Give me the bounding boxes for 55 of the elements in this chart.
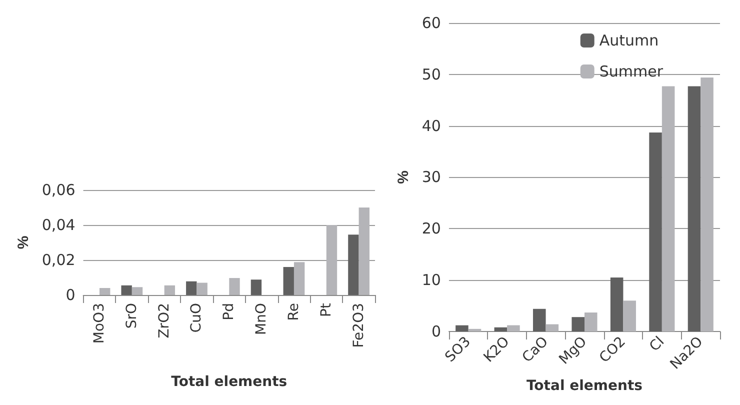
y-tick-label: 50 [422,65,441,84]
x-tick-label: MnO [254,303,270,335]
y-tick-label: 30 [422,168,441,186]
y-tick-label: 40 [422,116,441,135]
bar [546,324,559,332]
y-tick-label: 0 [431,322,441,340]
bar [456,325,468,332]
bar [250,280,262,295]
x-tick-label: Pt [318,302,334,317]
x-tick-label: CuO [188,303,205,333]
y-axis-title: % [395,170,412,184]
x-tick-label: SrO [124,303,140,329]
bar [283,267,294,295]
x-tick-label: CaO [519,334,552,366]
x-tick-label: MoO3 [92,303,108,344]
bar [468,328,482,332]
y-tick-label: 20 [422,220,441,238]
bar [533,308,546,332]
bar [572,317,584,332]
x-tick-label: Pd [221,303,238,320]
y-tick-label: 10 [422,271,441,290]
bar [132,287,143,295]
y-tick-label: 0,04 [42,216,76,234]
bar [494,327,508,332]
x-tick-label: Cl [646,334,668,355]
bar [358,208,370,295]
x-axis-title: Total elements [526,378,642,394]
y-axis-title: % [15,236,32,250]
bar [610,277,624,332]
x-axis-title: Total elements [171,374,288,390]
bar [196,282,208,295]
bar [688,86,701,332]
bar [100,288,110,295]
x-tick-label: Re [286,303,302,321]
y-tick-label: 0,06 [42,181,76,199]
y-tick-label: 60 [422,14,441,32]
bar [121,285,132,295]
legend-label: Autumn [599,32,659,50]
bar [348,234,359,295]
bar [186,281,197,295]
bar [584,312,598,332]
bar [662,86,675,332]
bar [649,132,662,332]
bar [623,300,636,332]
bar [229,278,240,295]
bar [700,77,714,332]
legend-label: Summer [599,62,664,80]
y-tick-label: 0 [66,286,76,304]
bar [164,285,176,295]
bar [507,325,520,332]
x-tick-label: Fe2O3 [350,303,367,348]
bar [294,262,305,295]
x-tick-label: ZrO2 [156,303,172,338]
y-tick-label: 0,02 [42,251,76,269]
bar [326,225,338,295]
